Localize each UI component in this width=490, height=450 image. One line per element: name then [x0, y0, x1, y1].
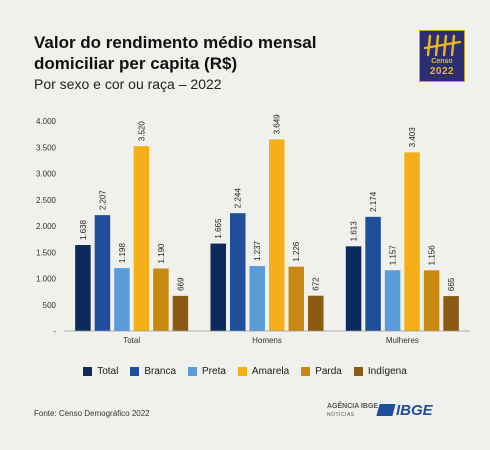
data-label: 1.157 [389, 245, 398, 266]
bar-indígena-homens [308, 295, 324, 331]
data-label: 3.520 [137, 121, 146, 142]
legend-swatch [353, 367, 363, 376]
data-label: 2.207 [98, 190, 107, 211]
data-label: 1.226 [292, 241, 301, 262]
legend-swatch [237, 367, 247, 376]
data-label: 1.237 [253, 240, 262, 261]
bar-preta-homens [249, 266, 265, 331]
legend-item-indígena: Indígena [353, 366, 407, 377]
legend-label: Parda [315, 366, 342, 377]
legend-item-preta: Preta [188, 366, 226, 377]
y-tick-label: 3.500 [36, 143, 57, 152]
bar-parda-total [153, 268, 169, 331]
bar-total-mulheres [345, 246, 362, 331]
bar-preta-mulheres [384, 270, 401, 331]
bar-parda-mulheres [423, 270, 440, 331]
data-label: 669 [176, 277, 185, 291]
data-label: 2.244 [234, 188, 243, 209]
legend-label: Indígena [367, 366, 407, 377]
agencia-label: AGÊNCIA IBGE [327, 403, 379, 410]
bar-amarela-homens [269, 139, 285, 331]
x-tick-label: Mulheres [386, 336, 419, 345]
data-label: 2.174 [369, 191, 378, 212]
bar-branca-total [94, 215, 111, 331]
x-tick-label: Homens [252, 336, 282, 345]
y-tick-label: 1.500 [36, 248, 57, 257]
bar-indígena-total [172, 295, 189, 331]
y-tick-label: 3.000 [36, 170, 57, 179]
data-label: 1.198 [118, 243, 127, 264]
legend-swatch [188, 367, 198, 376]
data-label: 1.156 [428, 245, 437, 266]
bar-preta-total [114, 268, 130, 331]
data-label: 3.649 [273, 114, 282, 135]
ibge-logo: IBGE [396, 402, 433, 419]
agencia-ibge-logo: AGÊNCIA IBGE NOTÍCIAS [327, 403, 378, 419]
chart-subtitle: Por sexo e cor ou raça – 2022 [34, 76, 222, 92]
legend-swatch [130, 367, 140, 376]
data-label: 1.190 [157, 243, 166, 264]
bar-amarela-mulheres [404, 152, 420, 331]
data-label: 665 [447, 277, 456, 291]
legend-swatch [301, 367, 311, 376]
tally-marks-icon [423, 34, 462, 57]
y-tick-label: 1.000 [36, 275, 57, 284]
data-label: 3.403 [408, 127, 417, 148]
chart-title: Valor do rendimento médio mensal domicil… [34, 33, 317, 73]
bar-parda-homens [288, 266, 304, 331]
legend-label: Preta [202, 366, 226, 377]
y-axis: - 500 1.000 1.500 2.000 2.500 3.000 3.500 4.000 [36, 117, 57, 336]
legend-label: Branca [144, 366, 177, 377]
legend-item-branca: Branca [130, 366, 176, 377]
data-label: 1.665 [214, 218, 223, 239]
legend-item-parda: Parda [301, 366, 342, 377]
x-axis: Total Homens Mulheres [64, 330, 470, 345]
data-label: 1.638 [79, 219, 88, 240]
bar-branca-mulheres [365, 216, 381, 331]
y-tick-label: 2.500 [36, 196, 57, 205]
bar-chart: -5001.0001.5002.0002.5003.0003.5004.000 … [36, 114, 470, 345]
logo-year-text: 2022 [429, 66, 455, 77]
legend-item-amarela: Amarela [237, 366, 290, 377]
bar-branca-homens [230, 213, 246, 331]
bar-total-total [75, 245, 91, 331]
logo-censo-text: Censo [431, 58, 453, 65]
bars-group: 1.638 2.207 1.198 3.520 1.190 669 1.665 2.244 1.… [75, 114, 459, 331]
data-label: 1.613 [350, 221, 359, 242]
bar-amarela-total [133, 146, 150, 331]
legend-swatch [83, 367, 93, 376]
source-note: Fonte: Censo Demográfico 2022 [34, 409, 150, 418]
y-tick-label: - [53, 327, 56, 336]
data-label: 672 [312, 277, 321, 291]
bar-indígena-mulheres [443, 296, 459, 331]
legend-item-total: Total [83, 366, 118, 377]
x-tick-label: Total [123, 336, 140, 345]
legend-label: Total [97, 366, 119, 377]
legend-label: Amarela [251, 366, 290, 377]
censo-logo: Censo 2022 [419, 30, 465, 82]
chart-legend: Total Branca Preta Amarela Parda Indígena [0, 366, 490, 377]
y-tick-label: 4.000 [36, 117, 57, 126]
y-tick-label: 500 [43, 301, 57, 310]
ibge-flag-icon [376, 404, 396, 416]
bar-total-homens [210, 243, 226, 331]
noticias-label: NOTÍCIAS [327, 412, 355, 418]
y-tick-label: 2.000 [36, 222, 57, 231]
